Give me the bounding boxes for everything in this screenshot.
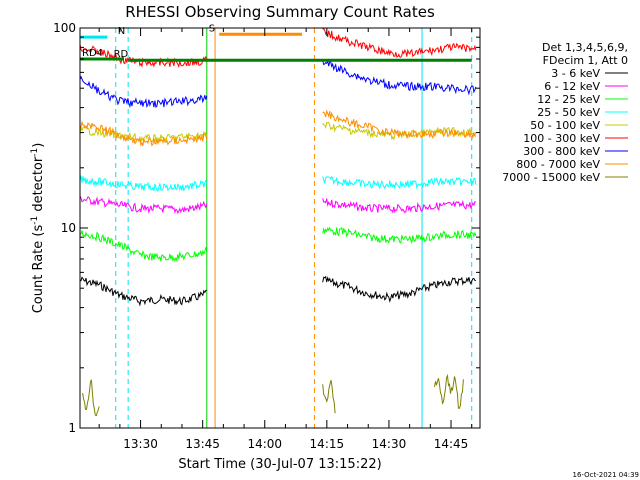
x-tick-label: 14:45 [434,437,469,451]
series-line [322,198,477,214]
legend-header: FDecim 1, Att 0 [543,54,628,67]
y-tick-label: 100 [53,21,76,35]
legend-label: 50 - 100 keV [530,119,600,132]
x-tick-label: 13:30 [123,437,158,451]
plot-area: N RD RD4 S [79,23,477,428]
series-line [79,75,208,109]
y-tick-label: 10 [61,221,76,235]
flag-label: S [209,23,215,34]
series-line [322,59,477,96]
x-tick-label: 14:15 [310,437,345,451]
x-axis-label: Start Time (30-Jul-07 13:15:22) [178,457,381,472]
axes: 1 10 100 13:30 13:45 14:00 14:15 14:30 14:45 [53,21,480,451]
legend-label: 12 - 25 keV [537,93,600,106]
y-axis-label: Count Rate (s-1 detector-1) [30,143,46,314]
legend-label: 3 - 6 keV [551,67,600,80]
series-line [322,109,477,140]
series-line [322,27,477,58]
series-12-25-kev [79,226,477,263]
series-7000-15000-kev [82,373,464,417]
legend-label: 7000 - 15000 keV [502,171,600,184]
legend-label: 100 - 300 keV [523,132,600,145]
series-line [322,379,336,414]
legend-label: 6 - 12 keV [544,80,600,93]
x-tick-label: 13:45 [185,437,220,451]
series-800-7000-kev [79,109,477,147]
flag-label: RD4 [82,48,103,59]
timestamp: 16-Oct-2021 04:39 [573,471,639,479]
series-line [322,175,477,190]
chart-title: RHESSI Observing Summary Count Rates [125,3,435,21]
series-3-6-kev [79,275,476,307]
series-line [79,195,208,215]
series-line [79,276,207,307]
plot-frame [79,27,481,429]
series-line [79,120,208,147]
x-tick-label: 14:30 [372,437,407,451]
legend-header: Det 1,3,4,5,6,9, [542,41,628,54]
flag-label: N [118,26,125,37]
legend-label: 800 - 7000 keV [516,158,600,171]
series-line [82,379,100,417]
series-300-800-kev [79,59,477,109]
series-line [322,121,477,141]
series-line [79,175,208,192]
legend-label: 300 - 800 keV [523,145,600,158]
flag-label: RD [114,49,129,60]
series-line [322,226,477,245]
series-line [79,230,208,263]
series-line [322,275,476,303]
series-25-50-kev [79,175,477,192]
series-6-12-kev [79,195,477,215]
legend: Det 1,3,4,5,6,9,FDecim 1, Att 03 - 6 keV… [502,41,628,184]
series-line [434,373,464,409]
y-tick-label: 1 [68,421,76,435]
x-tick-label: 14:00 [247,437,282,451]
legend-label: 25 - 50 keV [537,106,600,119]
